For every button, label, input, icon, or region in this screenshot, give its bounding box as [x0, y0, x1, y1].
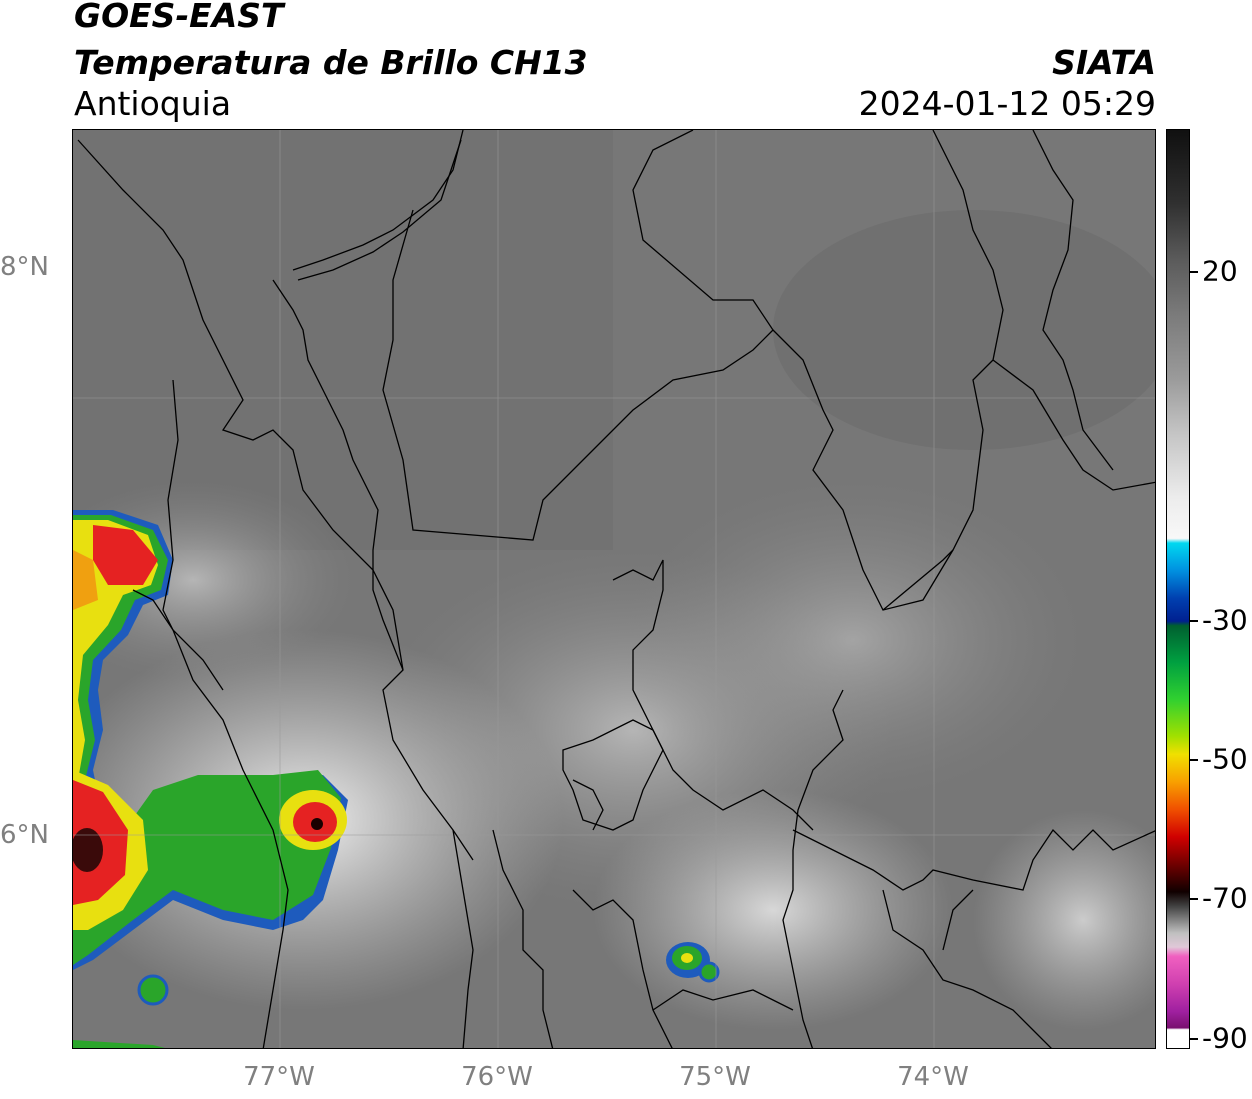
map-svg	[73, 130, 1155, 1048]
colorbar-label-20: 20	[1202, 254, 1238, 288]
colorbar	[1166, 129, 1190, 1049]
title-satellite: GOES-EAST	[74, 0, 284, 35]
xtick-label-76w: 76°W	[461, 1062, 533, 1092]
colorbar-label-minus70: -70	[1202, 881, 1248, 915]
title-product: Temperatura de Brillo CH13	[74, 43, 588, 82]
title-region: Antioquia	[74, 84, 232, 123]
panama-colombia-border	[77, 139, 474, 861]
xtick-label-77w: 77°W	[243, 1062, 315, 1092]
title-organization: SIATA	[1052, 43, 1156, 82]
ytick-label-6n: 6°N	[0, 820, 49, 850]
colorbar-label-minus30: -30	[1202, 603, 1248, 637]
colorbar-label-minus50: -50	[1202, 742, 1248, 776]
pacific-coast	[162, 379, 289, 1048]
boundaries	[77, 130, 1155, 1048]
colorbar-label-minus90: -90	[1202, 1021, 1248, 1055]
xtick-label-75w: 75°W	[679, 1062, 751, 1092]
satellite-map	[72, 129, 1156, 1049]
ytick-label-8n: 8°N	[0, 252, 49, 282]
title-datetime: 2024-01-12 05:29	[858, 84, 1156, 123]
xtick-label-74w: 74°W	[897, 1062, 969, 1092]
